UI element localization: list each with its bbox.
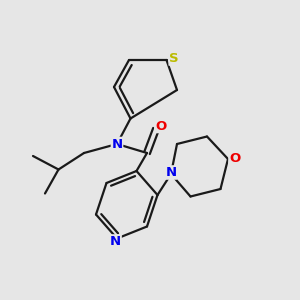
Text: N: N	[111, 137, 123, 151]
Text: N: N	[110, 235, 121, 248]
Text: S: S	[169, 52, 179, 65]
Text: O: O	[229, 152, 240, 166]
Text: O: O	[155, 119, 166, 133]
Text: N: N	[165, 166, 177, 179]
